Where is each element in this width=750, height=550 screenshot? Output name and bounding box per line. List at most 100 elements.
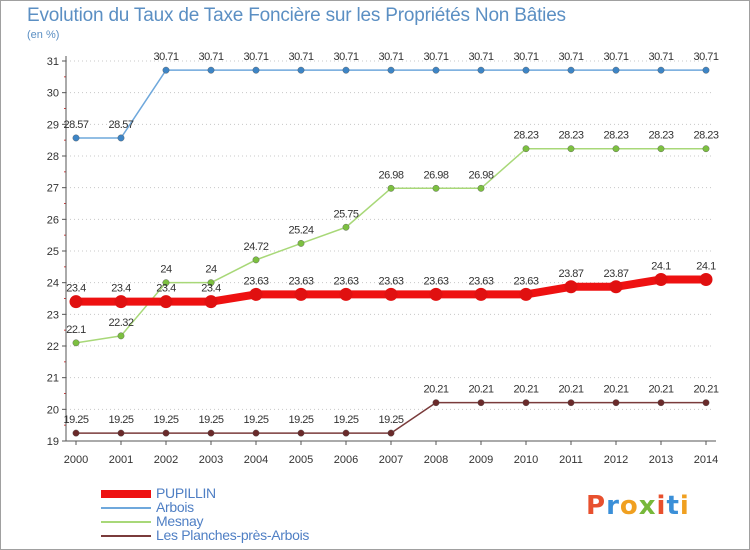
data-label: 28.23 [603, 130, 628, 142]
data-point [519, 287, 533, 301]
legend-label-mesnay: Mesnay [156, 513, 204, 529]
data-label: 19.25 [108, 414, 133, 426]
data-label: 25.75 [333, 208, 358, 220]
y-tick-label: 28 [47, 151, 59, 163]
x-tick-label: 2001 [109, 454, 133, 466]
data-label: 20.21 [513, 384, 538, 396]
data-label: 23.63 [333, 275, 358, 287]
data-point [702, 66, 710, 74]
data-label: 24 [160, 264, 172, 276]
y-tick-label: 26 [47, 214, 59, 226]
data-label: 19.25 [63, 414, 88, 426]
data-point [72, 429, 80, 437]
data-label: 30.71 [648, 51, 673, 63]
data-point [162, 429, 170, 437]
x-tick-label: 2008 [424, 454, 448, 466]
series-line [76, 69, 706, 139]
data-point [387, 429, 395, 437]
data-point [432, 66, 440, 74]
data-label: 19.25 [288, 414, 313, 426]
data-label: 28.23 [513, 130, 538, 142]
legend-swatch-mesnay [101, 521, 151, 523]
data-point [159, 295, 173, 309]
data-label: 28.23 [648, 130, 673, 142]
chart-title: Evolution du Taux de Taxe Foncière sur l… [27, 5, 566, 26]
data-point [117, 429, 125, 437]
logo-letter: t [666, 491, 680, 521]
data-point [657, 399, 665, 407]
data-point [207, 279, 215, 287]
data-point [657, 145, 665, 153]
data-point [432, 184, 440, 192]
data-label: 23.4 [111, 283, 131, 295]
data-point [522, 145, 530, 153]
data-label: 23.63 [378, 275, 403, 287]
data-label: 30.71 [243, 51, 268, 63]
x-tick-label: 2014 [694, 454, 718, 466]
data-label: 23.87 [558, 268, 583, 280]
data-label: 24.72 [243, 241, 268, 253]
data-label: 19.25 [153, 414, 178, 426]
data-label: 23.4 [156, 283, 176, 295]
data-point [564, 280, 578, 294]
data-point [429, 287, 443, 301]
data-point [522, 66, 530, 74]
x-tick-label: 2004 [244, 454, 268, 466]
data-label: 22.1 [66, 324, 86, 336]
x-tick-label: 2000 [64, 454, 88, 466]
data-label: 23.63 [288, 275, 313, 287]
data-label: 20.21 [693, 384, 718, 396]
y-tick-label: 20 [47, 404, 59, 416]
data-point [477, 66, 485, 74]
x-tick-label: 2006 [334, 454, 358, 466]
x-tick-label: 2013 [649, 454, 673, 466]
data-label: 20.21 [648, 384, 673, 396]
data-label: 26.98 [423, 169, 448, 181]
data-label: 23.63 [513, 275, 538, 287]
data-label: 20.21 [603, 384, 628, 396]
data-point [69, 295, 83, 309]
legend-swatch-pupillin [101, 490, 151, 498]
data-point [252, 66, 260, 74]
data-label: 23.4 [201, 283, 221, 295]
legend-label-pupillin: PUPILLIN [156, 485, 216, 501]
proxiti-logo: Proxiti [586, 491, 690, 521]
data-label: 28.23 [558, 130, 583, 142]
data-point [342, 429, 350, 437]
data-point [567, 399, 575, 407]
data-point [297, 239, 305, 247]
x-tick-label: 2007 [379, 454, 403, 466]
data-point [612, 145, 620, 153]
y-tick-label: 23 [47, 309, 59, 321]
data-label: 30.71 [603, 51, 628, 63]
data-point [567, 145, 575, 153]
data-point [252, 429, 260, 437]
data-label: 24.1 [696, 261, 716, 273]
data-point [117, 332, 125, 340]
data-point [249, 287, 263, 301]
data-label: 30.71 [198, 51, 223, 63]
data-label: 19.25 [333, 414, 358, 426]
data-label: 26.98 [468, 169, 493, 181]
data-label: 23.87 [603, 268, 628, 280]
data-point [702, 399, 710, 407]
data-label: 24 [205, 264, 217, 276]
data-label: 19.25 [378, 414, 403, 426]
data-point [114, 295, 128, 309]
data-label: 23.4 [66, 283, 86, 295]
data-point [609, 280, 623, 294]
data-point [477, 184, 485, 192]
data-label: 20.21 [558, 384, 583, 396]
x-tick-label: 2005 [289, 454, 313, 466]
data-point [612, 399, 620, 407]
data-label: 30.71 [558, 51, 583, 63]
data-point [474, 287, 488, 301]
x-tick-label: 2009 [469, 454, 493, 466]
data-point [207, 66, 215, 74]
data-point [72, 339, 80, 347]
logo-letter: r [606, 491, 620, 521]
data-point [699, 273, 713, 286]
y-tick-label: 25 [47, 246, 59, 258]
